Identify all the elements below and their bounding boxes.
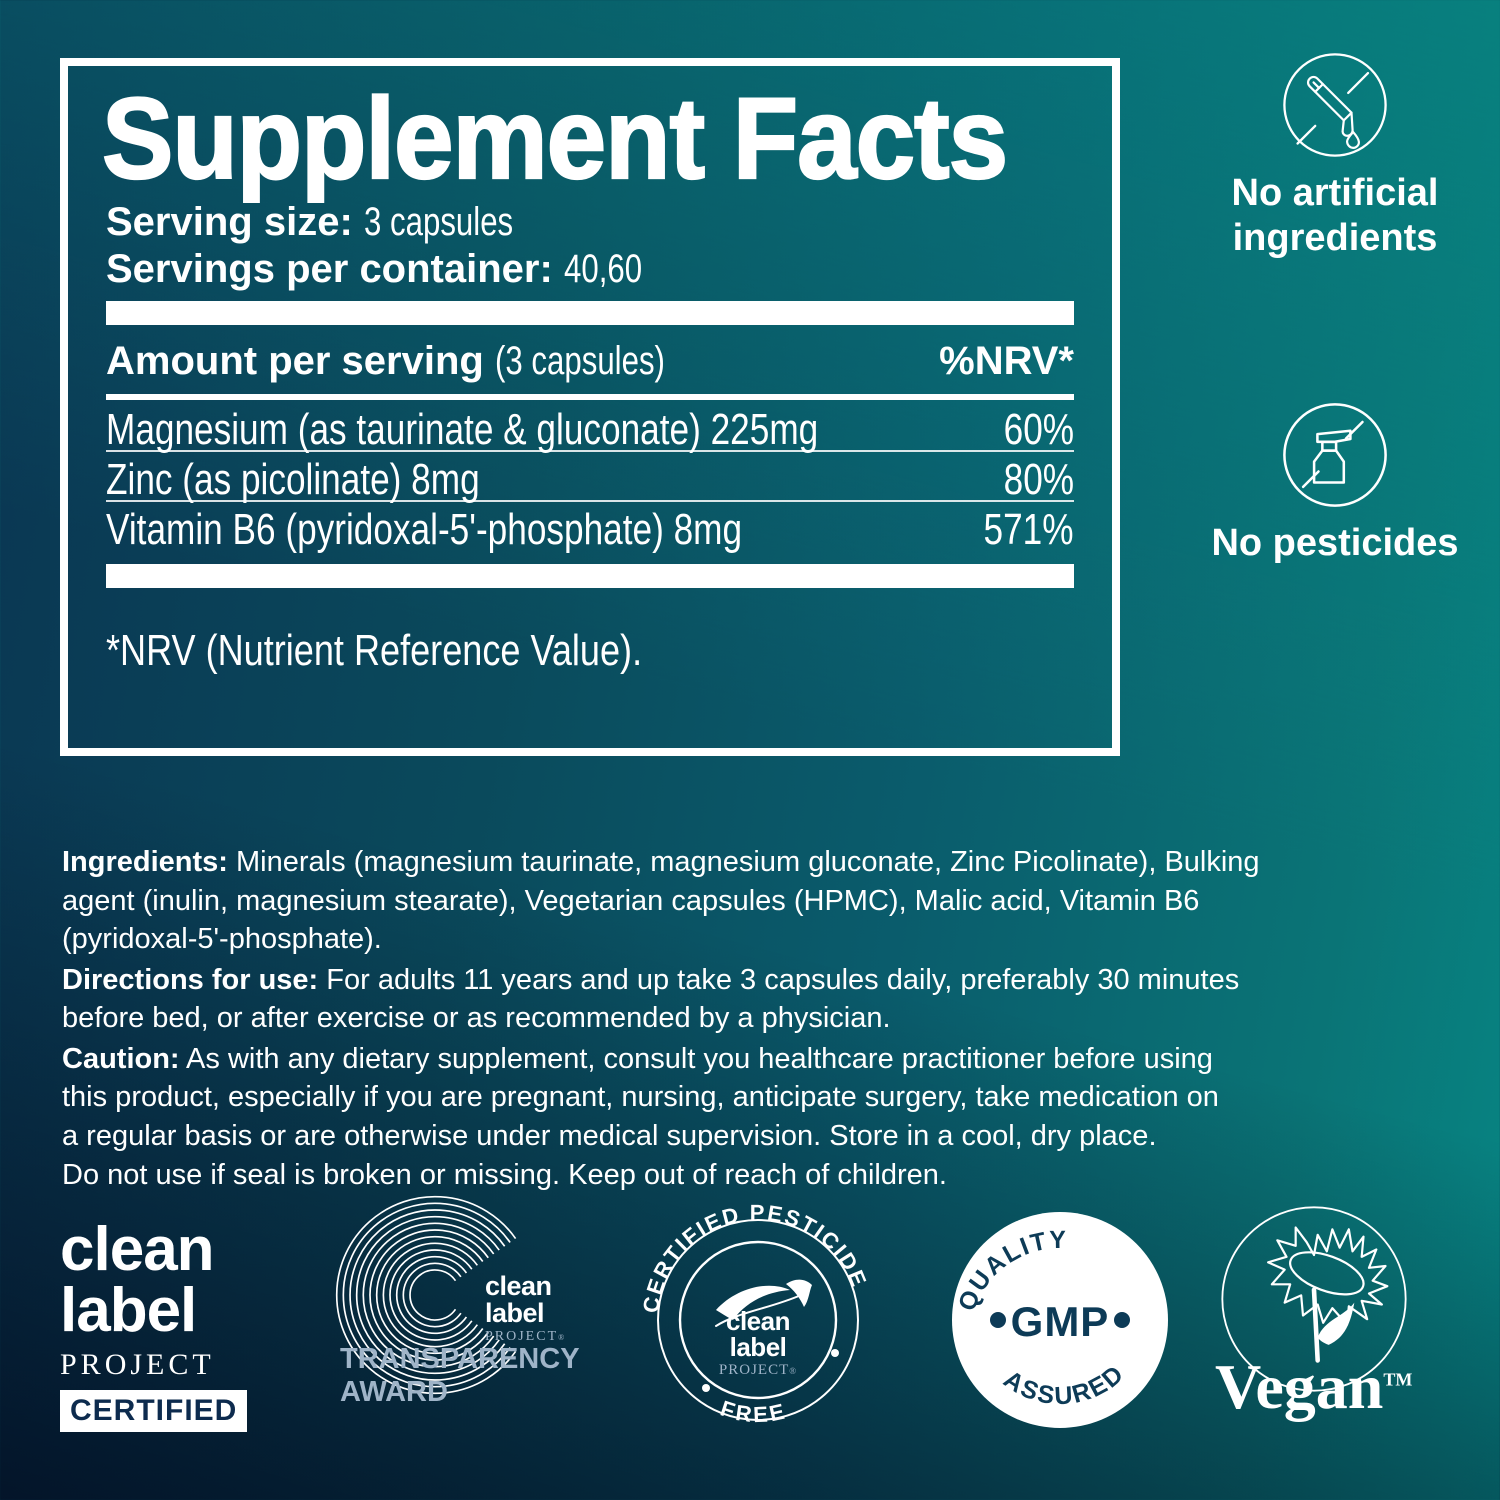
svg-text:FREE: FREE (717, 1395, 789, 1427)
svg-text:GMP: GMP (1011, 1298, 1110, 1345)
